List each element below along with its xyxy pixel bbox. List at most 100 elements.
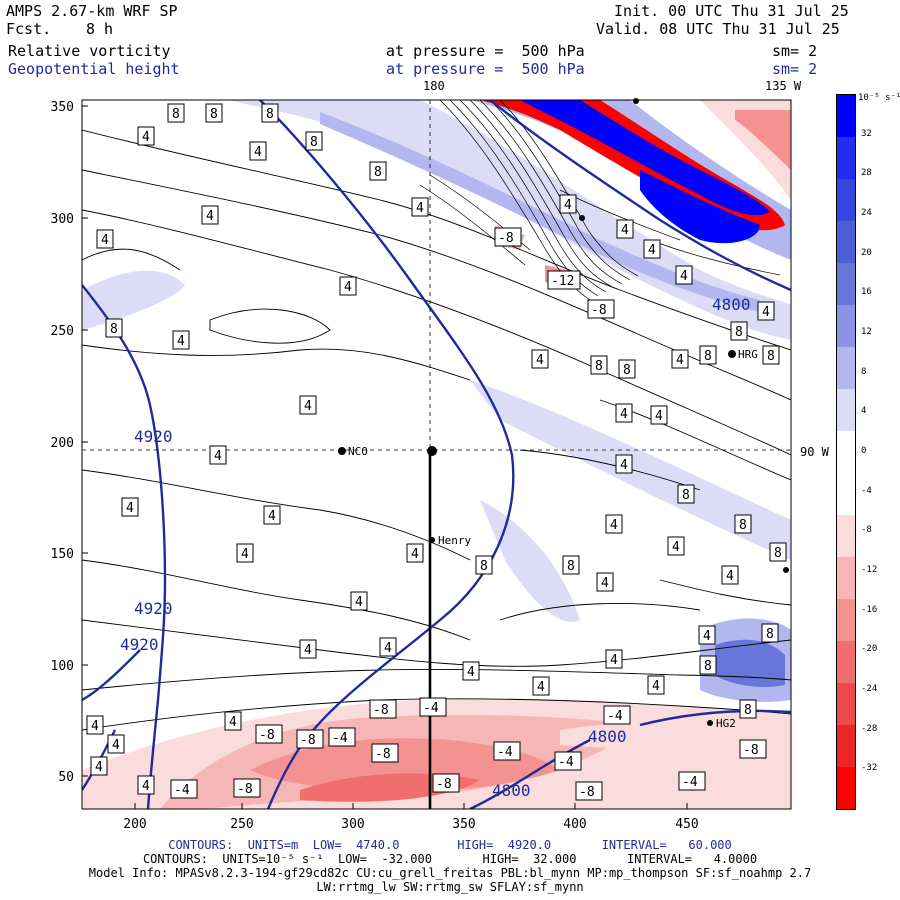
colorbar-segment <box>837 767 855 809</box>
init-time: Init. 00 UTC Thu 31 Jul 25 <box>614 2 849 20</box>
svg-text:4: 4 <box>726 569 734 584</box>
svg-text:4: 4 <box>621 223 629 238</box>
vort-label-box: 4 <box>339 276 357 296</box>
svg-text:-8: -8 <box>300 733 316 748</box>
svg-text:8: 8 <box>374 165 382 180</box>
colorbar-tick-label: -20 <box>861 644 878 655</box>
vort-label-box: -8 <box>739 739 767 759</box>
colorbar-segment <box>837 641 855 683</box>
colorbar-segment <box>837 557 855 599</box>
field1-smoothing: sm= 2 <box>772 42 818 60</box>
colorbar-tick-label: -24 <box>861 684 878 694</box>
vort-label-box: 4 <box>411 197 429 217</box>
svg-text:8: 8 <box>595 359 603 374</box>
y-tick-label: 150 <box>51 547 74 562</box>
svg-text:4: 4 <box>355 595 363 610</box>
vort-label-box: 4 <box>209 445 227 465</box>
y-tick-label: 200 <box>51 436 74 451</box>
vort-label-box: 4 <box>299 639 317 659</box>
svg-text:4: 4 <box>648 243 656 258</box>
colorbar-tick-label: -8 <box>861 525 872 536</box>
station-henry-marker <box>429 537 435 543</box>
svg-text:8: 8 <box>739 518 747 533</box>
svg-text:4: 4 <box>762 305 770 320</box>
vort-label-box: 4 <box>107 734 125 754</box>
svg-text:-8: -8 <box>743 743 759 758</box>
vort-label-box: 8 <box>769 542 787 562</box>
svg-text:4: 4 <box>536 353 544 368</box>
vort-label-box: -8 <box>296 729 324 749</box>
svg-text:8: 8 <box>704 349 712 364</box>
vort-label-box: 8 <box>761 623 779 643</box>
svg-text:4: 4 <box>126 501 134 516</box>
vort-label-box: 4 <box>532 676 550 696</box>
vort-label-box: 4 <box>263 505 281 525</box>
footer-model-info: Model Info: MPASv8.2.3-194-gf29cd82c CU:… <box>88 866 812 880</box>
svg-text:4: 4 <box>177 334 185 349</box>
y-tick-label: 300 <box>51 212 74 227</box>
vort-label-box: 4 <box>605 514 623 534</box>
vort-label-box: 4 <box>379 637 397 657</box>
svg-text:4: 4 <box>411 547 419 562</box>
vort-label-box: 8 <box>762 345 780 365</box>
vort-label-box: 4 <box>650 405 668 425</box>
height-label: 4800 <box>588 727 627 746</box>
svg-text:4: 4 <box>241 547 249 562</box>
lon-label-135w: 135 W <box>765 79 802 93</box>
station-hrg-label: HRG <box>738 348 758 361</box>
svg-text:4: 4 <box>384 641 392 656</box>
field2-smoothing: sm= 2 <box>772 60 818 78</box>
svg-text:4: 4 <box>206 209 214 224</box>
svg-text:4: 4 <box>564 198 572 213</box>
vort-label-box: 4 <box>671 349 689 369</box>
svg-text:4: 4 <box>112 738 120 753</box>
station-hg2-label: HG2 <box>716 717 736 730</box>
vort-label-box: 4 <box>137 775 155 795</box>
svg-text:4: 4 <box>416 201 424 216</box>
station-nco-marker <box>338 447 346 455</box>
svg-text:8: 8 <box>766 627 774 642</box>
vort-label-box: 4 <box>236 543 254 563</box>
vort-label-box: 4 <box>698 625 716 645</box>
x-tick-label: 400 <box>563 817 586 832</box>
svg-text:-4: -4 <box>423 701 439 716</box>
vort-label-box: -8 <box>233 778 261 798</box>
svg-text:4: 4 <box>610 653 618 668</box>
svg-text:8: 8 <box>266 107 274 122</box>
svg-text:4: 4 <box>214 449 222 464</box>
vort-label-box: 4 <box>121 497 139 517</box>
svg-text:4: 4 <box>610 518 618 533</box>
vort-label-box: 8 <box>261 103 279 123</box>
vort-label-box: 4 <box>137 126 155 146</box>
vort-label-box: -8 <box>494 227 522 247</box>
vort-label-box: 8 <box>105 318 123 338</box>
vort-label-box: -8 <box>369 699 397 719</box>
vort-label-box: 4 <box>616 219 634 239</box>
vort-label-box: 4 <box>406 543 424 563</box>
vort-label-box: 4 <box>615 454 633 474</box>
svg-text:4: 4 <box>672 540 680 555</box>
vort-label-box: -12 <box>547 270 581 290</box>
colorbar-segment <box>837 137 855 179</box>
colorbar-segment <box>837 473 855 515</box>
vort-label-box: 4 <box>757 301 775 321</box>
colorbar-unit: 10⁻⁵ s⁻¹ <box>858 93 900 103</box>
colorbar-segment <box>837 515 855 557</box>
colorbar-segment <box>837 305 855 347</box>
vort-label-box: 8 <box>699 655 717 675</box>
svg-text:4: 4 <box>620 458 628 473</box>
svg-text:4: 4 <box>344 280 352 295</box>
colorbar-segment <box>837 221 855 263</box>
vort-label-box: -4 <box>419 697 447 717</box>
svg-text:-4: -4 <box>497 745 513 760</box>
colorbar-segment <box>837 599 855 641</box>
svg-text:8: 8 <box>682 488 690 503</box>
vort-label-box: 4 <box>350 591 368 611</box>
x-tick-label: 300 <box>341 817 364 832</box>
svg-text:4: 4 <box>304 643 312 658</box>
vort-label-box: 4 <box>596 572 614 592</box>
svg-text:4: 4 <box>676 353 684 368</box>
y-tick-label: 250 <box>51 324 74 339</box>
svg-text:4: 4 <box>467 665 475 680</box>
